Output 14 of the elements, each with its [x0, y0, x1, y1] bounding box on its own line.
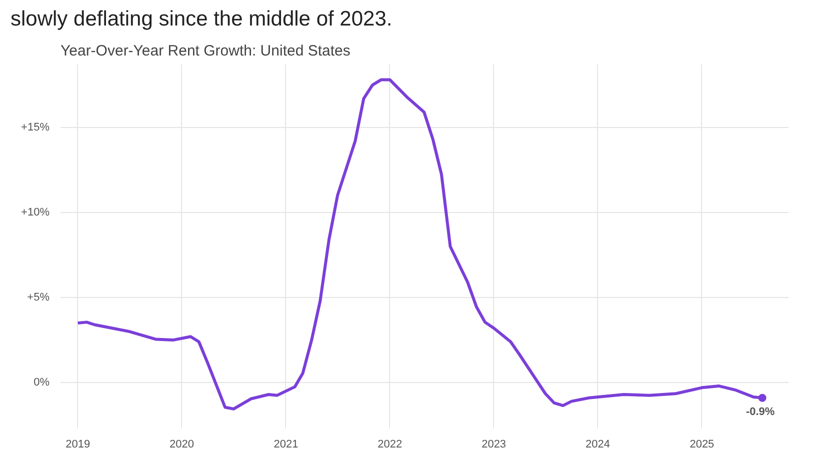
y-tick-label: +15%: [21, 121, 50, 134]
annotation: -0.9%: [746, 406, 775, 418]
x-tick-label: 2020: [170, 438, 194, 450]
x-tick-label: 2019: [66, 438, 90, 450]
x-tick-label: 2022: [378, 438, 402, 450]
y-tick-label: 0%: [34, 376, 50, 389]
x-tick-label: 2021: [274, 438, 298, 450]
x-tick-label: 2023: [482, 438, 506, 450]
y-tick-label: +10%: [21, 206, 50, 218]
chart-title: Year-Over-Year Rent Growth: United States: [60, 42, 350, 60]
x-tick-label: 2025: [690, 438, 714, 450]
x-tick-label: 2024: [586, 438, 610, 450]
y-tick-label: +5%: [27, 292, 50, 304]
text: slowly deflating since the middle of 2023.: [10, 8, 392, 30]
